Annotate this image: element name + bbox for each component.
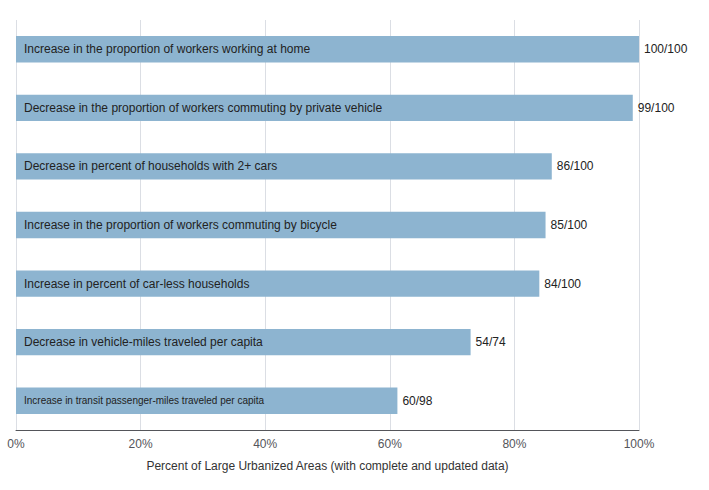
svg-text:85/100: 85/100 xyxy=(551,218,588,232)
svg-text:80%: 80% xyxy=(502,437,526,451)
svg-text:Percent of Large Urbanized Are: Percent of Large Urbanized Areas (with c… xyxy=(146,459,508,473)
svg-text:Increase in the proportion of: Increase in the proportion of workers wo… xyxy=(24,42,310,56)
svg-text:100/100: 100/100 xyxy=(644,42,688,56)
svg-text:60/98: 60/98 xyxy=(402,394,432,408)
svg-text:Increase in the proportion of: Increase in the proportion of workers co… xyxy=(24,218,337,232)
svg-text:54/74: 54/74 xyxy=(476,335,506,349)
svg-text:99/100: 99/100 xyxy=(638,101,675,115)
svg-text:Decrease in vehicle-miles trav: Decrease in vehicle-miles traveled per c… xyxy=(24,335,263,349)
svg-text:Increase in transit passenger-: Increase in transit passenger-miles trav… xyxy=(24,395,265,406)
svg-text:Increase in percent of car-les: Increase in percent of car-less househol… xyxy=(24,277,249,291)
svg-text:40%: 40% xyxy=(253,437,277,451)
svg-text:100%: 100% xyxy=(624,437,655,451)
svg-text:60%: 60% xyxy=(378,437,402,451)
svg-text:Decrease in the proportion of: Decrease in the proportion of workers co… xyxy=(24,101,382,115)
svg-text:86/100: 86/100 xyxy=(557,159,594,173)
svg-text:Decrease in percent of househo: Decrease in percent of households with 2… xyxy=(24,159,277,173)
svg-text:0%: 0% xyxy=(7,437,25,451)
svg-text:20%: 20% xyxy=(129,437,153,451)
svg-text:84/100: 84/100 xyxy=(544,277,581,291)
